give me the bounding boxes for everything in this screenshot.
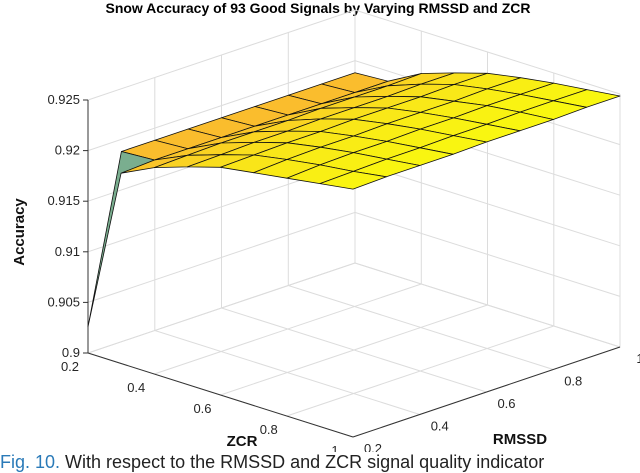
x-axis-label: ZCR [227,433,258,450]
z-tick-label: 0.91 [55,244,80,259]
surface-patch [87,151,155,328]
z-tick-label: 0.92 [55,143,80,158]
surface-mesh [87,72,621,328]
x-axis-line [87,352,354,438]
y-tick-label: 0.4 [431,419,449,434]
tick-labels: 0.9 0.905 0.91 0.915 0.92 0.925 0.2 0.4 0.6 0.8 1 0… [47,92,640,452]
y-tick-label: 1 [636,351,640,366]
figure-caption-text: With respect to the RMSSD and ZCR signal… [65,452,545,472]
y-axis-label: RMSSD [493,431,547,448]
y-tick-label: 0.6 [497,396,515,411]
figure-caption: Fig. 10. With respect to the RMSSD and Z… [0,452,640,473]
z-tick-label: 0.905 [47,294,80,309]
z-tick-label: 0.925 [47,92,80,107]
x-tick-label: 0.2 [61,359,79,374]
y-tick-label: 0.2 [364,441,382,452]
chart-title: Snow Accuracy of 93 Good Signals by Vary… [105,0,530,16]
x-tick-label: 0.4 [127,380,145,395]
grid-line [87,262,621,354]
x-tick-label: 1 [331,443,338,452]
z-axis-label: Accuracy [11,198,28,266]
grid-line [286,73,555,417]
y-tick-label: 0.8 [564,374,582,389]
figure-number: Fig. 10. [0,452,61,472]
z-tick-label: 0.915 [47,193,80,208]
z-tick-label: 0.9 [62,345,80,360]
grid-line [87,211,621,303]
surface-chart: Snow Accuracy of 93 Good Signals by Vary… [11,0,640,452]
x-tick-label: 0.6 [193,401,211,416]
y-axis-line [352,346,621,438]
x-tick-label: 0.8 [260,422,278,437]
surface-patch [319,170,387,190]
